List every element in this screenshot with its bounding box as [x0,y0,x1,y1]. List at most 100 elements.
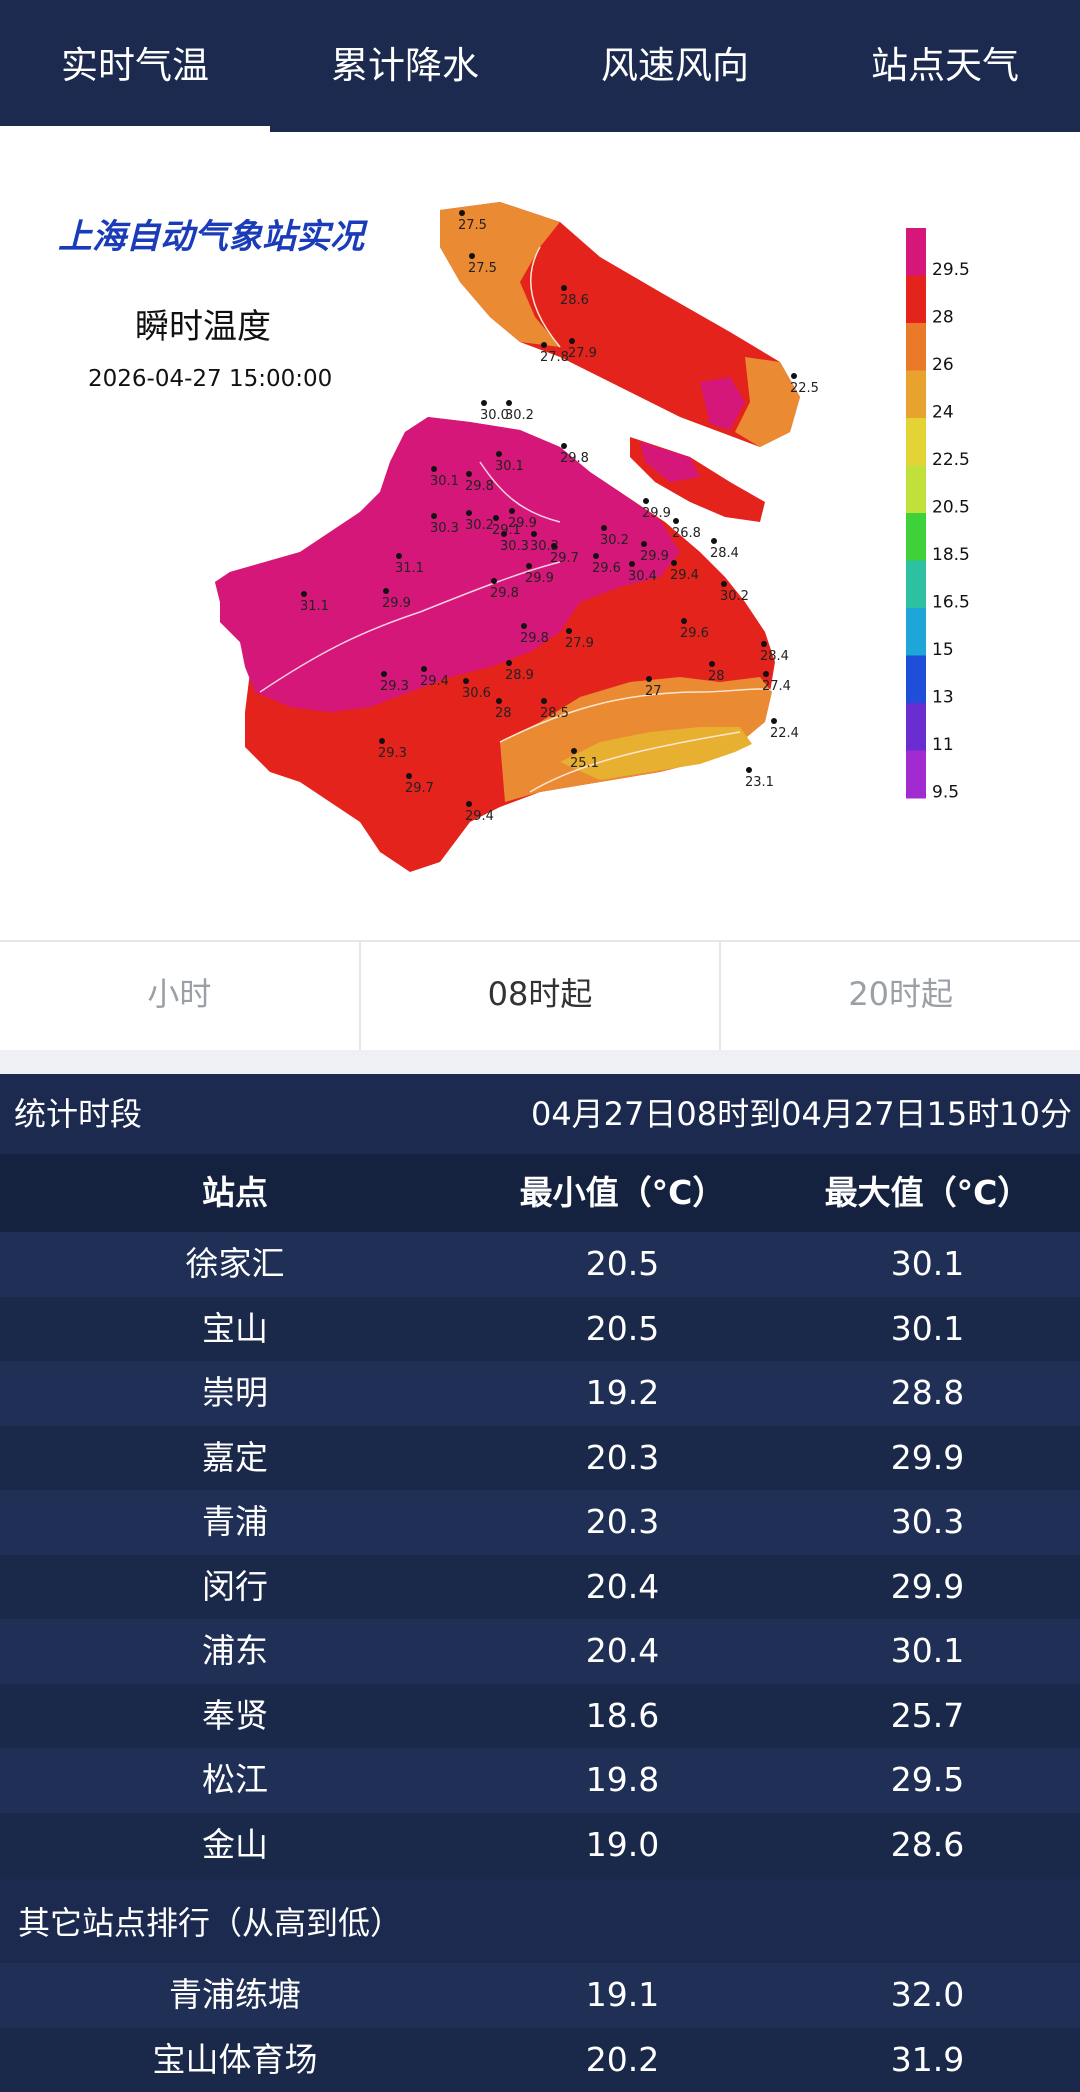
station-temperature-label: 27.9 [568,346,597,361]
station-temperature-label: 30.2 [720,589,749,604]
legend-color-swatch [906,513,926,561]
legend-label: 28 [932,308,954,328]
tab-accumulated-precipitation[interactable]: 累计降水 [270,0,540,132]
min-temperature: 20.2 [470,2028,775,2092]
min-temperature: 19.2 [470,1361,775,1426]
station-dot [396,553,402,559]
station-temperature-label: 28.6 [560,293,589,308]
station-temperature-label: 29.9 [508,516,537,531]
tab-realtime-temperature[interactable]: 实时气温 [0,0,270,132]
station-temperature-label: 28 [708,669,725,684]
station-dot [763,671,769,677]
station-temperature-label: 29.3 [380,679,409,694]
header-station: 站点 [0,1154,470,1232]
station-dot [466,510,472,516]
tab-wind[interactable]: 风速风向 [540,0,810,132]
section-gap [0,1050,1080,1074]
station-temperature-label: 29.8 [490,586,519,601]
station-name: 嘉定 [0,1426,470,1491]
max-temperature: 30.1 [775,1232,1080,1297]
station-temperature-label: 28.9 [505,668,534,683]
station-name: 青浦 [0,1490,470,1555]
station-dot [496,698,502,704]
station-dot [721,581,727,587]
station-name: 徐家汇 [0,1232,470,1297]
station-temperature-label: 31.1 [300,599,329,614]
max-temperature: 28.6 [775,1813,1080,1878]
min-temperature: 20.5 [470,1297,775,1362]
legend-color-swatch [906,656,926,704]
segment-from-20[interactable]: 20时起 [721,942,1080,1050]
station-dot [593,553,599,559]
station-temperature-label: 30.2 [600,533,629,548]
map-datetime: 2026-04-27 15:00:00 [88,366,332,392]
station-temperature-label: 29.8 [520,631,549,646]
station-dot [493,515,499,521]
legend-color-swatch [906,276,926,324]
station-dot [431,466,437,472]
station-dot [541,342,547,348]
period-label: 统计时段 [14,1074,142,1154]
station-dot [509,508,515,514]
station-name: 崇明 [0,1361,470,1426]
legend-label: 18.5 [932,545,970,565]
station-dot [561,443,567,449]
station-dot [421,666,427,672]
station-name: 松江 [0,1748,470,1813]
station-temperature-label: 30.2 [465,518,494,533]
min-temperature: 20.5 [470,1232,775,1297]
legend-label: 11 [932,735,954,755]
station-dot [541,698,547,704]
station-dot [381,671,387,677]
station-temperature-label: 25.1 [570,756,599,771]
station-dot [711,538,717,544]
other-stations-title: 其它站点排行（从高到低） [18,1904,402,1942]
tab-station-weather[interactable]: 站点天气 [810,0,1080,132]
legend-color-swatch [906,703,926,751]
station-temperature-label: 29.9 [642,506,671,521]
station-dot [506,660,512,666]
station-dot [379,738,385,744]
min-temperature: 18.6 [470,1684,775,1749]
station-dot [466,801,472,807]
table-header: 站点 最小值（°C） 最大值（°C） [0,1154,1080,1232]
station-dot [566,628,572,634]
legend-label: 29.5 [932,260,970,280]
station-temperature-label: 28.5 [540,706,569,721]
station-dot [673,518,679,524]
station-temperature-label: 29.6 [680,626,709,641]
station-temperature-label: 29.6 [592,561,621,576]
max-temperature: 30.1 [775,1297,1080,1362]
segment-from-08[interactable]: 08时起 [361,942,722,1050]
station-temperature-label: 22.4 [770,726,799,741]
legend-label: 15 [932,640,954,660]
station-dot [643,498,649,504]
station-temperature-label: 30.2 [505,408,534,423]
station-dot [491,578,497,584]
segment-hourly[interactable]: 小时 [0,942,361,1050]
station-dot [383,588,389,594]
legend-color-swatch [906,751,926,799]
station-temperature-label: 29.9 [382,596,411,611]
station-temperature-label: 30.3 [500,539,529,554]
station-dot [569,338,575,344]
station-dot [746,767,752,773]
legend-color-swatch [906,608,926,656]
min-temperature: 20.4 [470,1555,775,1620]
header-max: 最大值（°C） [775,1154,1080,1232]
station-temperature-label: 30.6 [462,686,491,701]
legend-color-swatch [906,371,926,419]
temperature-map: 上海自动气象站实况 瞬时温度 2026-04-27 15:00:00 27.52… [0,132,1080,940]
